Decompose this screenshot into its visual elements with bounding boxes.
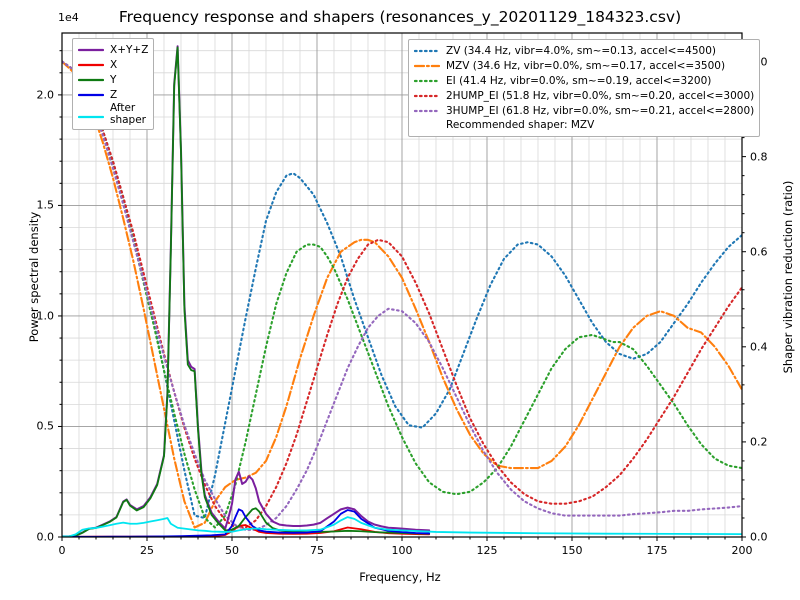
shaper-curve-ei [62,60,742,529]
y-tick-label: 0.0 [36,530,55,544]
legend-item-y[interactable]: Y [78,72,148,87]
legend-swatch-line-icon [414,89,440,103]
y2-tick-label: 0.6 [750,245,768,259]
legend-item-3hump_ei[interactable]: 3HUMP_EI (61.8 Hz, vibr=0.0%, sm~=0.21, … [414,103,754,118]
x-tick-label: 150 [561,544,583,557]
recommended-shaper-row: Recommended shaper: MZV [414,118,754,133]
x-tick-label: 50 [225,544,239,557]
x-axis-label: Frequency, Hz [359,570,441,584]
x-tick-label: 75 [310,544,324,557]
legend-item-x[interactable]: X [78,57,148,72]
legend-item-after-shaper[interactable]: After shaper [78,102,148,126]
psd-curve-after-shaper [62,516,742,537]
y2-tick-label: 0.4 [750,340,768,354]
y2-axis-label: Shaper vibration reduction (ratio) [781,180,795,374]
shaper-curve-mzv [62,60,742,529]
legend-swatch-line-icon [78,110,104,124]
x-tick-label: 125 [476,544,498,557]
page-title: Frequency response and shapers (resonanc… [118,8,682,26]
legend-label: X [110,58,118,71]
x-tick-label: 0 [58,544,66,557]
legend-item-zv[interactable]: ZV (34.4 Hz, vibr=4.0%, sm~=0.13, accel<… [414,43,754,58]
legend-label: 2HUMP_EI (51.8 Hz, vibr=0.0%, sm~=0.20, … [446,89,755,102]
psd-legend[interactable]: X+Y+Z X Y Z After shaper [72,38,155,130]
legend-item-z[interactable]: Z [78,87,148,102]
x-tick-label: 100 [391,544,413,557]
y-axis-offset-text: 1e4 [58,11,79,24]
shaper-legend[interactable]: ZV (34.4 Hz, vibr=4.0%, sm~=0.13, accel<… [408,39,761,137]
legend-swatch-line-icon [414,59,440,73]
legend-label: EI (41.4 Hz, vibr=0.0%, sm~=0.19, accel<… [446,74,712,87]
y-tick-label: 1.0 [36,309,55,323]
y-tick-label: 2.0 [36,88,55,102]
legend-swatch-line-icon [78,43,104,57]
legend-label: MZV (34.6 Hz, vibr=0.0%, sm~=0.17, accel… [446,59,726,72]
y-tick-label: 0.5 [36,419,55,433]
legend-swatch-line-icon [78,88,104,102]
x-tick-label: 200 [731,544,753,557]
legend-item-2hump_ei[interactable]: 2HUMP_EI (51.8 Hz, vibr=0.0%, sm~=0.20, … [414,88,754,103]
series-layer [62,45,742,537]
legend-item-ei[interactable]: EI (41.4 Hz, vibr=0.0%, sm~=0.19, accel<… [414,73,754,88]
legend-item-x-y-z[interactable]: X+Y+Z [78,42,148,57]
legend-label: ZV (34.4 Hz, vibr=4.0%, sm~=0.13, accel<… [446,44,716,57]
legend-swatch-line-icon [414,74,440,88]
x-tick-label: 25 [140,544,154,557]
y2-tick-label: 0.8 [750,150,768,164]
y-tick-label: 1.5 [36,198,55,212]
y-axis-label: Power spectral density [27,211,41,343]
tick-marks [58,42,746,541]
legend-label: Y [110,73,117,86]
y2-tick-label: 0.2 [750,435,768,449]
legend-swatch-line-icon [414,104,440,118]
x-tick-label: 175 [646,544,668,557]
recommended-shaper-label: Recommended shaper: MZV [446,119,595,131]
legend-label: After shaper [110,102,147,126]
legend-label: Z [110,88,118,101]
y2-tick-label: 0.0 [750,530,768,544]
legend-swatch-line-icon [414,44,440,58]
legend-label: 3HUMP_EI (61.8 Hz, vibr=0.0%, sm~=0.21, … [446,104,755,117]
shaper-curve-3hump_ei [62,60,742,531]
legend-label: X+Y+Z [110,43,149,56]
legend-swatch-line-icon [78,73,104,87]
legend-item-mzv[interactable]: MZV (34.6 Hz, vibr=0.0%, sm~=0.17, accel… [414,58,754,73]
legend-swatch-line-icon [78,58,104,72]
